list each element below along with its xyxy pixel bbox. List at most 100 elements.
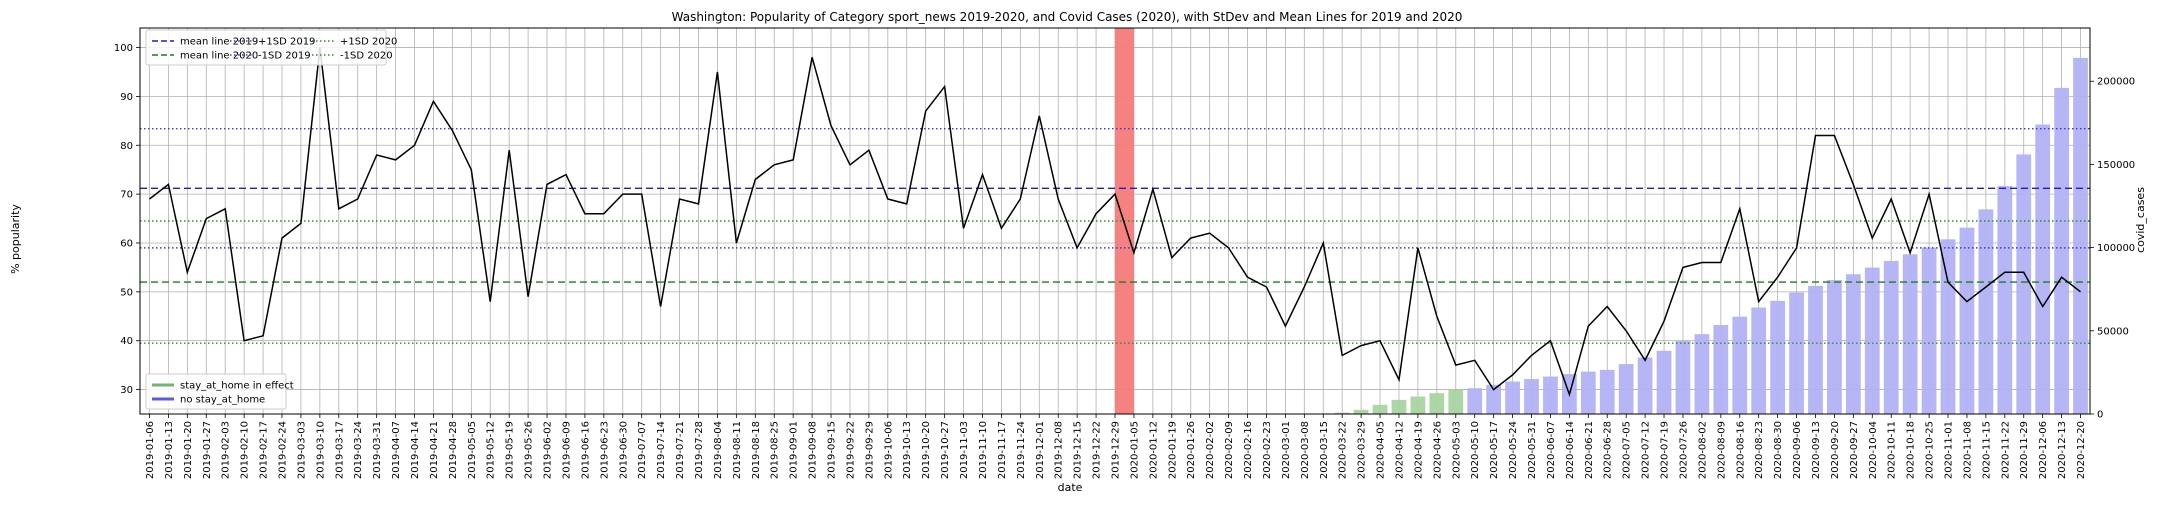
covid-bar-stay-at-home — [1410, 396, 1426, 414]
x-tick-label: 2019-07-07 — [637, 421, 648, 479]
x-tick-label: 2020-06-07 — [1546, 421, 1557, 479]
x-axis-label: date — [1058, 481, 1083, 494]
covid-bar — [1675, 340, 1691, 414]
x-tick-label: 2020-08-09 — [1716, 421, 1727, 479]
x-tick-label: 2019-05-19 — [505, 421, 516, 479]
covid-bar — [1902, 254, 1918, 414]
legend-box — [145, 373, 287, 410]
legend-reference-lines: mean line 2019 mean line 2020+1SD 2019 -1S… — [145, 29, 397, 66]
x-tick-label: 2020-08-30 — [1773, 421, 1784, 479]
covid-bar — [1845, 274, 1861, 414]
x-tick-label: 2020-05-31 — [1527, 421, 1538, 479]
x-tick-label: 2019-02-03 — [221, 421, 232, 479]
covid-bar — [1751, 307, 1767, 414]
x-tick-label: 2020-04-12 — [1394, 421, 1405, 479]
covid-bar — [1599, 369, 1615, 414]
x-tick-label: 2019-12-22 — [1092, 421, 1103, 479]
legend-label: +1SD 2019 — [258, 37, 315, 48]
covid-bar-stay-at-home — [1448, 389, 1464, 414]
x-tick-label: 2020-03-08 — [1300, 421, 1311, 479]
covid-bar — [1694, 334, 1710, 414]
x-tick-label: 2020-12-06 — [2038, 421, 2049, 479]
y-tick-label: 70 — [120, 190, 133, 201]
x-tick-label: 2019-02-10 — [240, 421, 251, 479]
x-tick-label: 2019-12-08 — [1054, 421, 1065, 479]
legend-stay-at-home: stay_at_home in effect no stay_at_home — [145, 373, 294, 410]
x-tick-label: 2020-03-15 — [1319, 421, 1330, 479]
x-tick-label: 2020-02-23 — [1262, 421, 1273, 479]
x-tick-label: 2020-05-24 — [1508, 421, 1519, 479]
covid-bar — [1505, 381, 1520, 414]
x-tick-label: 2020-08-16 — [1735, 421, 1746, 479]
legend-label: mean line 2020 — [180, 51, 258, 62]
legend-label: no stay_at_home — [180, 395, 265, 406]
x-tick-label: 2019-12-01 — [1035, 421, 1046, 479]
x-tick-label: 2020-04-05 — [1376, 421, 1387, 479]
legend-label: -1SD 2020 — [340, 51, 393, 62]
x-tick-label: 2020-03-29 — [1357, 421, 1368, 479]
covid-bar — [1978, 209, 1994, 414]
x-tick-label: 2019-06-02 — [543, 421, 554, 479]
x-tick-label: 2019-06-09 — [561, 421, 572, 479]
x-tick-label: 2020-12-20 — [2076, 421, 2087, 479]
x-tick-label: 2020-11-22 — [2000, 421, 2011, 479]
covid-bar-stay-at-home — [1334, 412, 1350, 414]
y-axis-label: % popularity — [9, 204, 22, 274]
x-tick-label: 2019-05-12 — [486, 421, 497, 479]
covid-bar — [2035, 124, 2051, 414]
x-tick-label: 2019-08-18 — [751, 421, 762, 479]
legend-box — [145, 29, 387, 66]
covid-bar — [1713, 324, 1729, 414]
covid-bars-layer — [1334, 57, 2088, 415]
y-tick-label: 80 — [120, 141, 133, 152]
x-tick-label: 2019-09-22 — [845, 421, 856, 479]
y2-tick-label: 150000 — [2097, 160, 2135, 171]
x-tick-label: 2019-07-28 — [694, 421, 705, 479]
legend-label: +1SD 2020 — [340, 37, 397, 48]
x-tick-label: 2019-06-23 — [599, 421, 610, 479]
x-tick-label: 2020-01-26 — [1186, 421, 1197, 479]
y-tick-label: 40 — [120, 336, 133, 347]
x-tick-label: 2020-10-25 — [1925, 421, 1936, 479]
x-tick-label: 2020-11-08 — [1962, 421, 1973, 479]
x-tick-label: 2019-09-01 — [789, 421, 800, 479]
x-tick-label: 2019-10-06 — [883, 421, 894, 479]
x-tick-label: 2020-07-26 — [1678, 421, 1689, 479]
y2-tick-label: 200000 — [2097, 77, 2135, 88]
x-tick-label: 2019-04-14 — [410, 421, 421, 479]
x-tick-label: 2019-01-13 — [164, 421, 175, 479]
x-tick-label: 2020-06-21 — [1584, 421, 1595, 479]
x-tick-label: 2019-12-29 — [1111, 421, 1122, 479]
x-tick-label: 2019-07-21 — [675, 421, 686, 479]
covid-bar — [1543, 376, 1558, 414]
x-tick-label: 2019-01-27 — [202, 421, 213, 479]
legend-label: -1SD 2019 — [258, 51, 311, 62]
y2-tick-label: 50000 — [2097, 326, 2129, 337]
x-tick-label: 2020-05-03 — [1451, 421, 1462, 479]
x-tick-label: 2019-03-24 — [353, 421, 364, 479]
x-axis: 2019-01-06 2019-01-13 2019-01-20 2019-01-27… — [145, 414, 2087, 479]
covid-bar — [1864, 267, 1880, 414]
x-tick-label: 2019-09-15 — [827, 421, 838, 479]
x-tick-label: 2020-05-10 — [1470, 421, 1481, 479]
x-tick-label: 2020-09-13 — [1811, 421, 1822, 479]
x-tick-label: 2020-08-23 — [1754, 421, 1765, 479]
covid-bar-stay-at-home — [1353, 409, 1369, 414]
x-tick-label: 2020-07-12 — [1641, 421, 1652, 479]
y-tick-label: 100 — [114, 43, 133, 54]
covid-bar — [1486, 384, 1502, 414]
x-tick-label: 2019-01-06 — [145, 421, 156, 479]
x-tick-label: 2019-02-17 — [259, 421, 270, 479]
x-tick-label: 2020-07-19 — [1660, 421, 1671, 479]
x-tick-label: 2020-03-01 — [1281, 421, 1292, 479]
x-tick-label: 2020-03-22 — [1338, 421, 1349, 479]
x-tick-label: 2019-02-24 — [277, 421, 288, 479]
covid-bar-stay-at-home — [1391, 399, 1407, 414]
legend-label: mean line 2019 — [180, 37, 258, 48]
covid-bar — [1959, 227, 1975, 414]
x-tick-label: 2019-05-26 — [524, 421, 535, 479]
x-tick-label: 2019-10-27 — [940, 421, 951, 479]
covid-bar — [1883, 260, 1899, 414]
x-tick-label: 2019-08-04 — [713, 421, 724, 479]
